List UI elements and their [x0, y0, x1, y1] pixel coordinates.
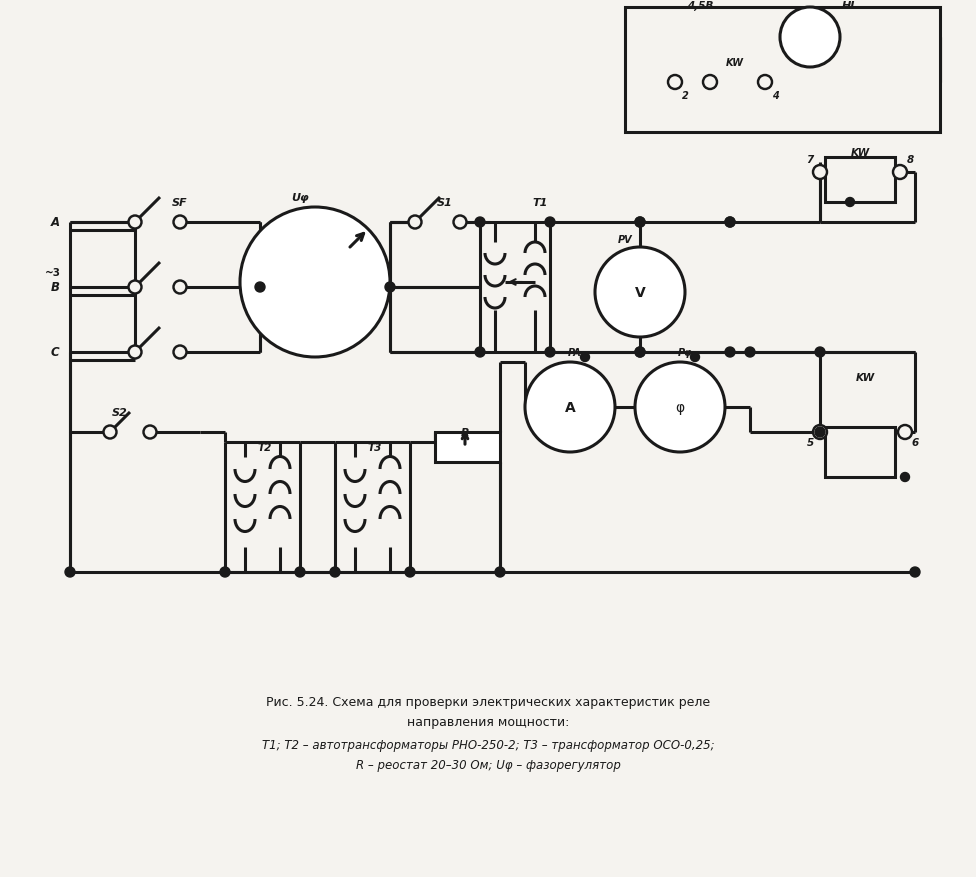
- Text: 5: 5: [806, 438, 814, 447]
- Circle shape: [635, 217, 645, 228]
- Circle shape: [129, 282, 142, 294]
- Circle shape: [635, 347, 645, 358]
- Circle shape: [545, 217, 555, 228]
- Circle shape: [405, 567, 415, 577]
- Circle shape: [635, 217, 645, 228]
- Bar: [825, 427, 895, 477]
- Circle shape: [595, 247, 685, 338]
- Text: KW: KW: [850, 148, 870, 158]
- Circle shape: [780, 8, 840, 68]
- Circle shape: [65, 567, 75, 577]
- Circle shape: [475, 217, 485, 228]
- Circle shape: [475, 347, 485, 358]
- Circle shape: [635, 347, 645, 358]
- Text: ~3: ~3: [45, 267, 61, 278]
- Text: 4,5В: 4,5В: [687, 1, 713, 11]
- Circle shape: [845, 198, 855, 207]
- Text: 2: 2: [681, 91, 688, 101]
- Circle shape: [255, 282, 265, 293]
- Circle shape: [725, 217, 735, 228]
- Circle shape: [635, 362, 725, 453]
- Text: A: A: [565, 401, 576, 415]
- Circle shape: [240, 208, 390, 358]
- Text: KW: KW: [855, 373, 874, 382]
- Bar: [625, 8, 940, 132]
- Circle shape: [545, 347, 555, 358]
- Text: V: V: [634, 286, 645, 300]
- Text: SF: SF: [172, 198, 187, 208]
- Circle shape: [525, 362, 615, 453]
- Circle shape: [668, 76, 682, 90]
- Circle shape: [174, 282, 186, 294]
- Bar: [435, 432, 500, 462]
- Text: A: A: [51, 217, 60, 229]
- Circle shape: [910, 567, 920, 577]
- Text: PV: PV: [618, 235, 632, 245]
- Circle shape: [129, 346, 142, 359]
- Circle shape: [725, 347, 735, 358]
- Circle shape: [898, 425, 912, 439]
- Text: R – реостат 20–30 Ом; Uφ – фазорегулятор: R – реостат 20–30 Ом; Uφ – фазорегулятор: [355, 759, 621, 772]
- Text: 8: 8: [907, 155, 914, 165]
- Bar: [825, 158, 895, 203]
- Circle shape: [758, 76, 772, 90]
- Text: KW: KW: [726, 58, 744, 68]
- Circle shape: [385, 282, 395, 293]
- Circle shape: [703, 76, 717, 90]
- Text: T1; T2 – автотрансформаторы РНО-250-2; T3 – трансформатор ОСО-0,25;: T1; T2 – автотрансформаторы РНО-250-2; T…: [262, 738, 714, 752]
- Circle shape: [454, 217, 467, 229]
- Circle shape: [174, 217, 186, 229]
- Circle shape: [129, 217, 142, 229]
- Text: HL: HL: [842, 1, 858, 11]
- Text: 6: 6: [912, 438, 918, 447]
- Text: C: C: [51, 346, 60, 359]
- Text: 4: 4: [772, 91, 779, 101]
- Text: Рис. 5.24. Схема для проверки электрических характеристик реле: Рис. 5.24. Схема для проверки электричес…: [265, 695, 711, 709]
- Circle shape: [220, 567, 230, 577]
- Circle shape: [690, 353, 700, 362]
- Circle shape: [581, 353, 590, 362]
- Circle shape: [893, 166, 907, 180]
- Text: 7: 7: [806, 155, 814, 165]
- Circle shape: [495, 567, 505, 577]
- Circle shape: [295, 567, 305, 577]
- Circle shape: [745, 347, 755, 358]
- Circle shape: [813, 425, 827, 439]
- Text: S1: S1: [437, 198, 453, 208]
- Circle shape: [813, 166, 827, 180]
- Circle shape: [409, 217, 422, 229]
- Circle shape: [103, 426, 116, 439]
- Circle shape: [330, 567, 340, 577]
- Circle shape: [901, 473, 910, 482]
- Text: T3: T3: [368, 443, 383, 453]
- Circle shape: [815, 427, 825, 438]
- Text: S2: S2: [112, 408, 128, 417]
- Text: PA: PA: [568, 347, 582, 358]
- Text: T1: T1: [532, 198, 548, 208]
- Circle shape: [815, 347, 825, 358]
- Text: R: R: [461, 427, 469, 438]
- Text: B: B: [51, 282, 60, 294]
- Text: Uφ: Uφ: [291, 193, 308, 203]
- Circle shape: [725, 217, 735, 228]
- Text: Pφ: Pφ: [677, 347, 692, 358]
- Text: T2: T2: [258, 443, 272, 453]
- Circle shape: [143, 426, 156, 439]
- Text: φ: φ: [675, 401, 684, 415]
- Circle shape: [174, 346, 186, 359]
- Text: направления мощности:: направления мощности:: [407, 716, 569, 729]
